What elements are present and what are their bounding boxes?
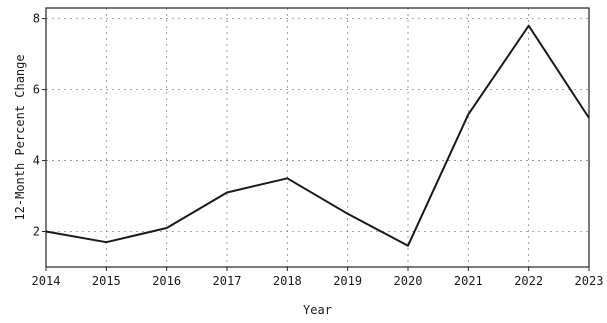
y-tick-label: 2 (33, 225, 40, 239)
x-tick-label: 2014 (32, 274, 61, 288)
x-axis-ticks: 2014 2015 2016 2017 2018 2019 2020 2021 2022 2023 (32, 267, 604, 288)
y-tick-label: 4 (33, 154, 40, 168)
x-tick-label: 2019 (333, 274, 362, 288)
series-line (45, 24, 590, 247)
x-tick-label: 2017 (213, 274, 242, 288)
y-tick-label: 6 (33, 83, 40, 97)
x-tick-label: 2023 (575, 274, 604, 288)
x-tick-label: 2021 (454, 274, 483, 288)
plot-frame (45, 7, 590, 268)
y-axis-ticks: 2 4 6 8 (33, 12, 46, 239)
y-axis-title: 12-Month Percent Change (13, 54, 27, 220)
grid-lines (46, 8, 589, 267)
x-tick-label: 2015 (92, 274, 121, 288)
x-tick-label: 2018 (273, 274, 302, 288)
x-tick-label: 2022 (514, 274, 543, 288)
x-tick-label: 2020 (394, 274, 423, 288)
x-tick-label: 2016 (152, 274, 181, 288)
y-tick-label: 8 (33, 12, 40, 26)
x-axis-title: Year (303, 303, 332, 317)
